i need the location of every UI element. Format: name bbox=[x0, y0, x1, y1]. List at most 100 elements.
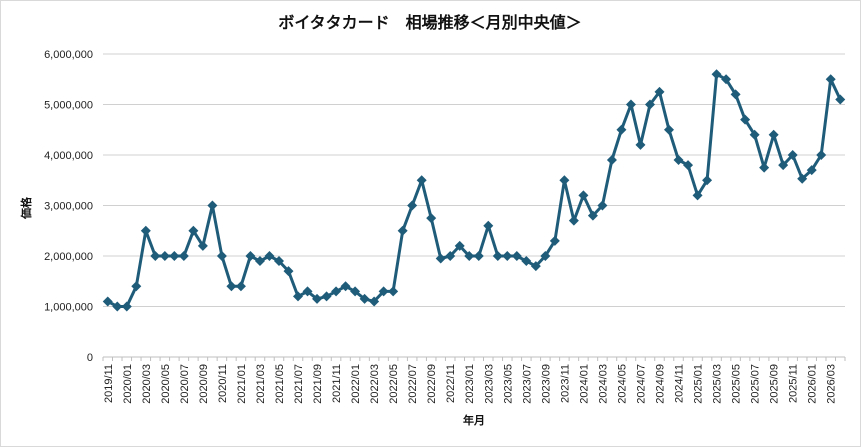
data-point-marker bbox=[293, 291, 304, 302]
data-point-marker bbox=[159, 251, 170, 261]
data-point-marker bbox=[235, 281, 246, 292]
data-point-marker bbox=[625, 99, 636, 110]
data-point-marker bbox=[207, 200, 218, 211]
x-tick-label: 2020/01 bbox=[122, 364, 134, 404]
y-axis-ticks: 0 1,000,000 2,000,000 3,000,000 4,000,000 5,0… bbox=[44, 49, 93, 364]
x-tick-label: 2019/11 bbox=[103, 364, 115, 403]
x-tick-label: 2024/05 bbox=[616, 364, 628, 404]
data-point-marker bbox=[388, 286, 399, 297]
data-point-marker bbox=[254, 256, 265, 267]
data-point-marker bbox=[245, 251, 256, 261]
x-tick-label: 2024/01 bbox=[578, 364, 590, 404]
data-point-marker bbox=[283, 266, 294, 277]
x-tick-label: 2023/05 bbox=[502, 364, 514, 404]
data-point-marker bbox=[711, 69, 722, 80]
data-point-marker bbox=[597, 200, 608, 211]
data-point-marker bbox=[616, 124, 627, 135]
x-tick-label: 2025/11 bbox=[788, 364, 800, 403]
y-tick-label: 6,000,000 bbox=[44, 49, 93, 61]
data-point-marker bbox=[778, 160, 789, 171]
x-tick-label: 2022/11 bbox=[445, 364, 457, 403]
x-tick-label: 2022/05 bbox=[388, 364, 400, 404]
x-tick-label: 2021/07 bbox=[293, 364, 305, 404]
data-point-marker bbox=[112, 301, 123, 312]
data-point-marker bbox=[759, 162, 770, 173]
data-point-marker bbox=[197, 240, 208, 251]
x-tick-label: 2020/07 bbox=[179, 364, 191, 404]
data-point-marker bbox=[768, 129, 779, 140]
data-point-marker bbox=[492, 251, 503, 261]
data-point-marker bbox=[816, 150, 827, 160]
x-tick-label: 2025/09 bbox=[769, 364, 781, 404]
data-point-marker bbox=[473, 251, 484, 261]
data-point-marker bbox=[730, 89, 741, 100]
data-point-marker bbox=[606, 155, 617, 166]
x-tick-label: 2023/03 bbox=[483, 364, 495, 404]
data-point-marker bbox=[530, 261, 541, 272]
data-point-marker bbox=[483, 220, 494, 231]
data-point-marker bbox=[435, 253, 446, 264]
x-tick-label: 2020/11 bbox=[217, 364, 229, 403]
y-tick-label: 4,000,000 bbox=[44, 150, 93, 162]
y-tick-label: 0 bbox=[87, 352, 93, 364]
data-point-marker bbox=[673, 155, 684, 166]
data-point-marker bbox=[797, 173, 808, 184]
data-point-marker bbox=[340, 281, 351, 292]
data-point-marker bbox=[635, 139, 646, 150]
data-point-marker bbox=[121, 301, 132, 312]
series-line-path bbox=[107, 72, 842, 308]
x-tick-label: 2025/05 bbox=[731, 364, 743, 404]
x-axis: 2019/11 2020/01 2020/03 2020/05 2020/07 2020/… bbox=[102, 356, 846, 404]
data-point-marker bbox=[540, 251, 551, 261]
data-point-marker bbox=[359, 293, 370, 304]
data-point-marker bbox=[273, 256, 284, 267]
data-point-marker bbox=[321, 291, 332, 302]
x-tick-label: 2024/11 bbox=[674, 364, 686, 403]
data-point-marker bbox=[683, 160, 694, 171]
data-point-marker bbox=[331, 286, 342, 297]
data-point-marker bbox=[654, 86, 665, 97]
x-tick-label: 2021/09 bbox=[312, 364, 324, 404]
data-point-marker bbox=[150, 251, 161, 261]
y-tick-label: 1,000,000 bbox=[44, 302, 93, 314]
data-point-marker bbox=[511, 251, 522, 261]
x-tick-label: 2021/05 bbox=[274, 364, 286, 404]
data-point-marker bbox=[702, 175, 713, 186]
data-point-marker bbox=[416, 175, 427, 186]
x-tick-label: 2021/03 bbox=[255, 364, 267, 404]
data-point-marker bbox=[559, 175, 570, 186]
data-point-marker bbox=[178, 251, 189, 261]
data-point-marker bbox=[549, 235, 560, 246]
x-tick-label: 2020/03 bbox=[141, 364, 153, 404]
x-tick-label: 2022/01 bbox=[350, 364, 362, 404]
data-point-marker bbox=[378, 286, 389, 297]
data-point-marker bbox=[464, 251, 475, 261]
data-point-marker bbox=[587, 210, 598, 221]
data-point-marker bbox=[454, 240, 465, 251]
x-tick-label: 2021/11 bbox=[331, 364, 343, 403]
x-tick-label: 2024/09 bbox=[655, 364, 667, 404]
x-tick-label: 2024/07 bbox=[635, 364, 647, 404]
x-tick-label: 2023/01 bbox=[464, 364, 476, 404]
y-tick-label: 2,000,000 bbox=[44, 251, 93, 263]
data-point-marker bbox=[568, 215, 579, 226]
data-point-marker bbox=[644, 99, 655, 110]
x-tick-label: 2025/03 bbox=[712, 364, 724, 404]
data-point-marker bbox=[169, 251, 180, 261]
x-tick-label: 2023/07 bbox=[521, 364, 533, 404]
data-point-marker bbox=[787, 150, 798, 160]
x-tick-label: 2025/01 bbox=[693, 364, 705, 404]
data-point-marker bbox=[131, 281, 142, 292]
x-tick-label: 2022/09 bbox=[426, 364, 438, 404]
data-point-marker bbox=[102, 296, 113, 307]
x-tick-label: 2021/01 bbox=[236, 364, 248, 404]
series-line bbox=[102, 69, 846, 312]
data-point-marker bbox=[350, 286, 361, 297]
x-tick-label: 2023/09 bbox=[540, 364, 552, 404]
data-point-marker bbox=[216, 251, 227, 261]
data-point-marker bbox=[369, 296, 380, 307]
data-point-marker bbox=[521, 256, 532, 267]
data-point-marker bbox=[749, 129, 760, 140]
x-tick-label: 2022/07 bbox=[407, 364, 419, 404]
data-point-marker bbox=[407, 200, 418, 211]
